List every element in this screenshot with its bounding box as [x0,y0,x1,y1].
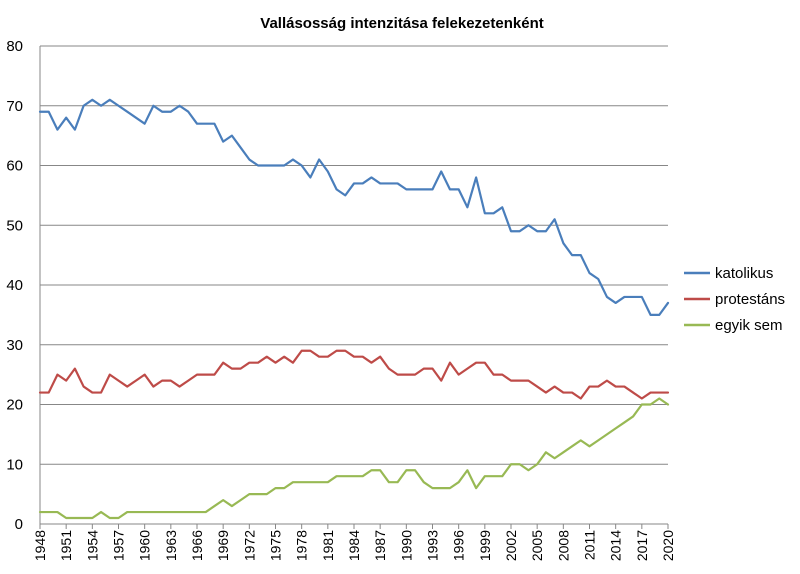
x-tick-label: 1999 [477,530,493,561]
x-tick-label: 1951 [58,530,74,561]
legend-label: protestáns [715,291,785,308]
x-tick-label: 2020 [660,530,676,561]
series-line-2 [38,397,670,520]
x-tick-label: 2017 [634,530,650,561]
legend: katolikus protestáns egyik sem [684,265,785,334]
x-tick-label: 1972 [241,530,257,561]
x-tick-label: 1963 [163,530,179,561]
series-line-0 [38,98,670,316]
x-tick-label: 1954 [84,530,100,561]
legend-label: egyik sem [715,317,783,334]
x-tick-label: 2005 [529,530,545,561]
y-tick-label: 0 [15,516,23,533]
x-tick-label: 2008 [555,530,571,561]
x-tick-label: 1957 [111,530,127,561]
y-tick-label: 10 [6,456,23,473]
chart-title: Vallásosság intenzitása felekezetenként [260,15,543,32]
x-tick-label: 1960 [137,530,153,561]
x-tick-label: 1966 [189,530,205,561]
x-tick-label: 2014 [608,530,624,561]
series-lines [38,98,670,520]
legend-label: katolikus [715,265,773,282]
y-tick-label: 40 [6,277,23,294]
x-tick-label: 2011 [582,530,598,560]
x-tick-label: 1987 [372,530,388,561]
x-tick-label: 1978 [294,530,310,561]
x-tick-label: 1984 [346,530,362,561]
y-tick-label: 50 [6,217,23,234]
y-tick-label: 30 [6,337,23,354]
x-tick-label: 1975 [268,530,284,561]
x-axis-ticks: 1948 1951 1954 1957 1960 1963 1966 1969 1972 1975… [32,524,676,561]
x-tick-label: 1996 [451,530,467,561]
series-line-1 [38,349,670,400]
y-tick-label: 70 [6,98,23,115]
y-tick-label: 60 [6,158,23,175]
x-tick-label: 1969 [215,530,231,561]
y-tick-label: 20 [6,397,23,414]
gridlines [39,45,668,525]
x-tick-label: 2002 [503,530,519,561]
x-tick-label: 1981 [320,530,336,561]
x-tick-label: 1990 [398,530,414,561]
x-tick-label: 1948 [32,530,48,561]
y-axis-ticks: 0 10 20 30 40 50 60 70 80 [6,38,23,533]
y-tick-label: 80 [6,38,23,55]
x-tick-label: 1993 [425,530,441,561]
